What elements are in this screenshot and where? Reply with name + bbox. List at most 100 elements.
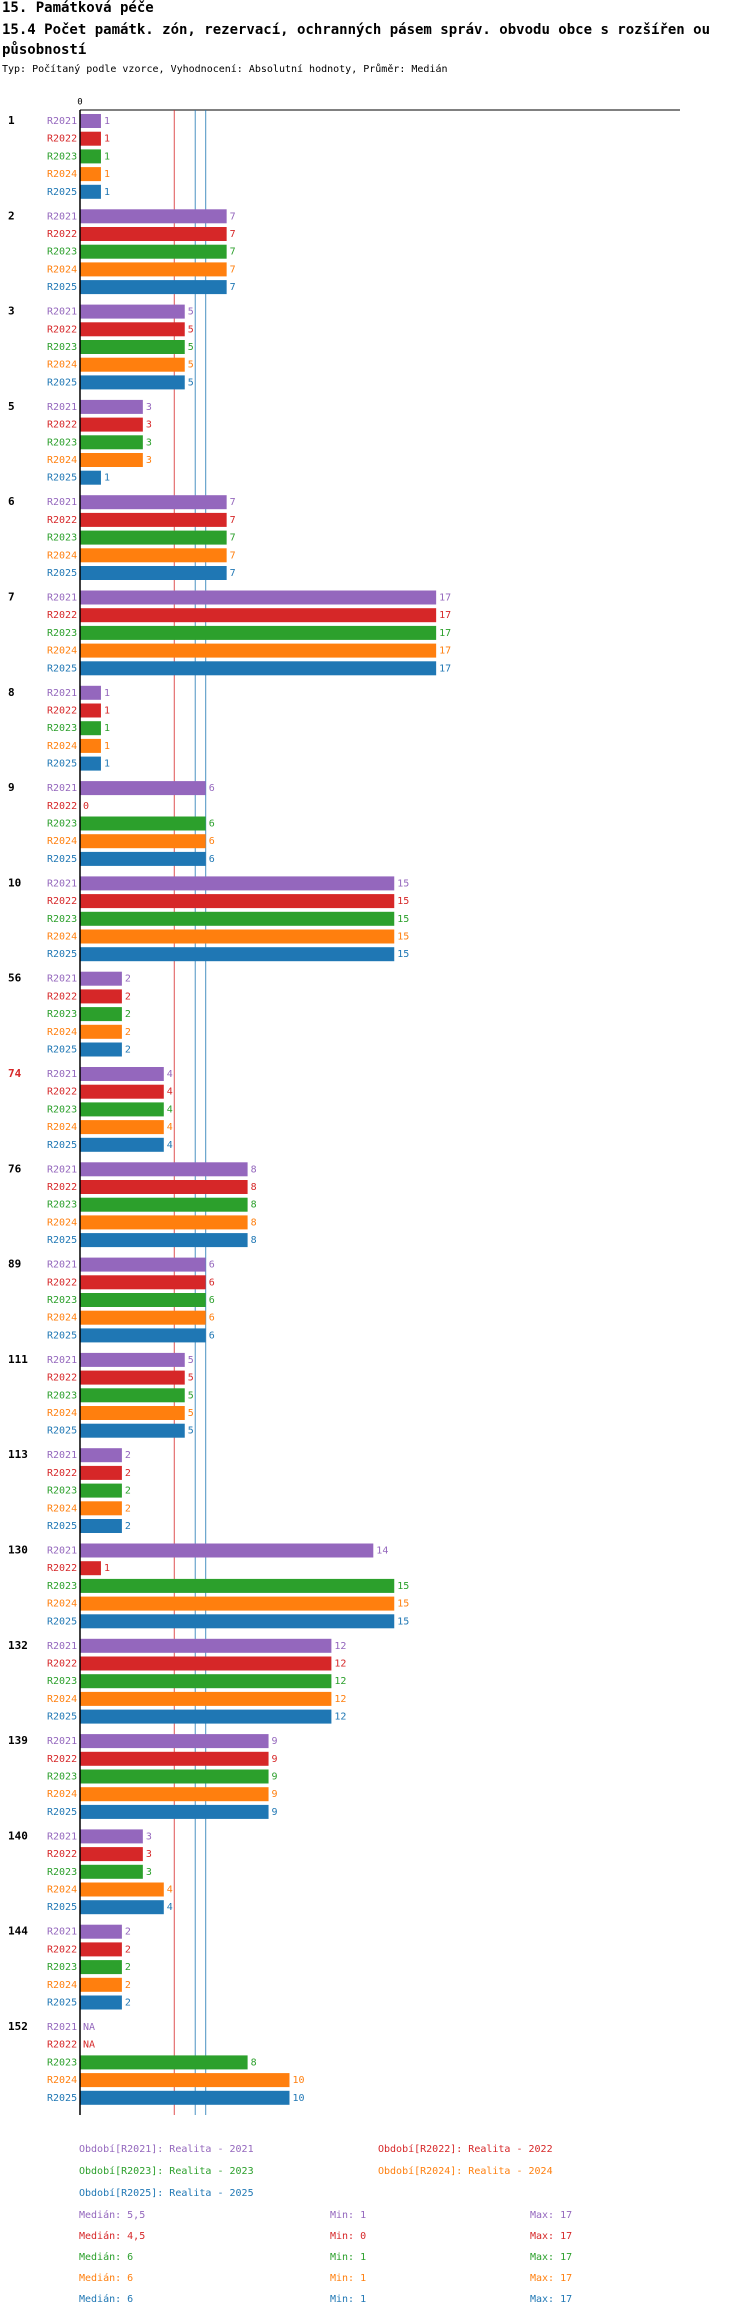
series-label-5-R2023: R2023 [47,437,77,448]
value-label-113-R2023: 2 [125,1486,131,1497]
bar-140-R2024 [80,1882,164,1897]
bar-140-R2025 [80,1900,164,1915]
bar-7-R2022 [80,608,437,623]
stat-median-r2023: Medián: 6 [79,2252,134,2263]
bar-130-R2023 [80,1578,395,1593]
bar-140-R2021 [80,1829,143,1844]
value-label-113-R2021: 2 [125,1450,131,1461]
chart-title: 15.4 Počet památk. zón, rezervací, ochra… [2,22,711,58]
series-label-56-R2021: R2021 [47,974,77,985]
legend-period-r2021: Období[R2021]: Realita - 2021 [79,2144,254,2155]
value-label-152-R2024: 10 [293,2075,305,2086]
value-label-140-R2024: 4 [167,1885,173,1896]
series-label-74-R2022: R2022 [47,1087,77,1098]
series-label-139-R2025: R2025 [47,1807,77,1818]
stat-min-r2024: Min: 1 [330,2273,367,2284]
bar-7-R2023 [80,625,437,640]
value-label-3-R2024: 5 [188,360,194,371]
value-label-1-R2022: 1 [104,134,110,145]
value-label-8-R2022: 1 [104,706,110,717]
value-label-2-R2025: 7 [230,282,236,293]
value-label-144-R2022: 2 [125,1944,131,1955]
bar-8-R2022 [80,703,101,718]
bar-152-R2025 [80,2090,290,2105]
series-label-74-R2024: R2024 [47,1122,77,1133]
bar-1-R2024 [80,167,101,182]
value-label-2-R2023: 7 [230,247,236,258]
series-label-1-R2024: R2024 [47,169,77,180]
series-label-7-R2021: R2021 [47,593,77,604]
value-label-113-R2024: 2 [125,1503,131,1514]
bar-113-R2022 [80,1465,122,1480]
value-label-130-R2023: 15 [397,1581,409,1592]
series-label-144-R2021: R2021 [47,1927,77,1938]
section-title: 15. Památková péče [2,0,154,16]
series-label-6-R2025: R2025 [47,568,77,579]
bar-76-R2022 [80,1180,248,1194]
stat-median-r2024: Medián: 6 [79,2273,134,2284]
series-label-140-R2023: R2023 [47,1867,77,1878]
value-label-6-R2022: 7 [230,515,236,526]
value-label-113-R2025: 2 [125,1521,131,1532]
bar-113-R2024 [80,1501,122,1516]
bar-152-R2023 [80,2055,248,2070]
bar-130-R2021 [80,1543,374,1558]
value-label-76-R2025: 8 [251,1235,257,1246]
stat-min-r2025: Min: 1 [330,2294,367,2305]
series-label-1-R2022: R2022 [47,134,77,145]
bar-140-R2022 [80,1847,143,1862]
value-label-132-R2021: 12 [334,1641,346,1652]
stat-max-r2024: Max: 17 [530,2273,573,2284]
legend-period-r2024: Období[R2024]: Realita - 2024 [378,2166,553,2177]
value-label-56-R2022: 2 [125,991,131,1002]
value-label-76-R2024: 8 [251,1217,257,1228]
series-label-132-R2023: R2023 [47,1676,77,1687]
series-label-2-R2025: R2025 [47,282,77,293]
bar-144-R2024 [80,1977,122,1992]
bar-6-R2021 [80,495,227,510]
value-label-144-R2023: 2 [125,1962,131,1973]
series-label-2-R2024: R2024 [47,264,77,275]
series-label-74-R2025: R2025 [47,1140,77,1151]
series-label-8-R2025: R2025 [47,759,77,770]
series-label-2-R2023: R2023 [47,247,77,258]
bar-111-R2025 [80,1423,185,1438]
series-label-6-R2021: R2021 [47,497,77,508]
bar-8-R2023 [80,721,101,736]
bar-10-R2023 [80,911,395,926]
value-label-1-R2025: 1 [104,187,110,198]
bar-132-R2024 [80,1691,332,1706]
group-label-89: 89 [8,1258,21,1271]
stat-median-r2022: Medián: 4,5 [79,2231,146,2242]
bar-76-R2023 [80,1197,248,1212]
bar-111-R2023 [80,1388,185,1403]
legend-period-r2024-label: Období[R2024]: Realita - 2024 [378,2166,553,2177]
value-label-152-R2022: NA [83,2040,95,2051]
bar-2-R2025 [80,280,227,295]
stat-max-r2022: Max: 17 [530,2231,573,2242]
series-label-139-R2023: R2023 [47,1772,77,1783]
value-label-6-R2024: 7 [230,550,236,561]
series-label-10-R2023: R2023 [47,914,77,925]
bar-111-R2024 [80,1406,185,1420]
value-label-139-R2024: 9 [272,1789,278,1800]
bar-10-R2021 [80,876,395,891]
group-label-111: 111 [8,1353,28,1366]
series-label-144-R2025: R2025 [47,1998,77,2009]
series-label-56-R2024: R2024 [47,1027,77,1038]
bar-6-R2024 [80,548,227,563]
series-label-111-R2024: R2024 [47,1408,77,1419]
value-label-2-R2022: 7 [230,229,236,240]
series-label-6-R2023: R2023 [47,533,77,544]
value-label-10-R2025: 15 [397,949,409,960]
value-label-7-R2021: 17 [439,593,451,604]
group-label-132: 132 [8,1639,28,1652]
bar-139-R2024 [80,1787,269,1802]
bar-8-R2025 [80,756,101,771]
value-label-89-R2021: 6 [209,1260,215,1271]
series-label-3-R2025: R2025 [47,377,77,388]
series-label-9-R2021: R2021 [47,783,77,794]
value-label-10-R2021: 15 [397,878,409,889]
value-label-74-R2025: 4 [167,1140,173,1151]
bar-139-R2025 [80,1804,269,1819]
